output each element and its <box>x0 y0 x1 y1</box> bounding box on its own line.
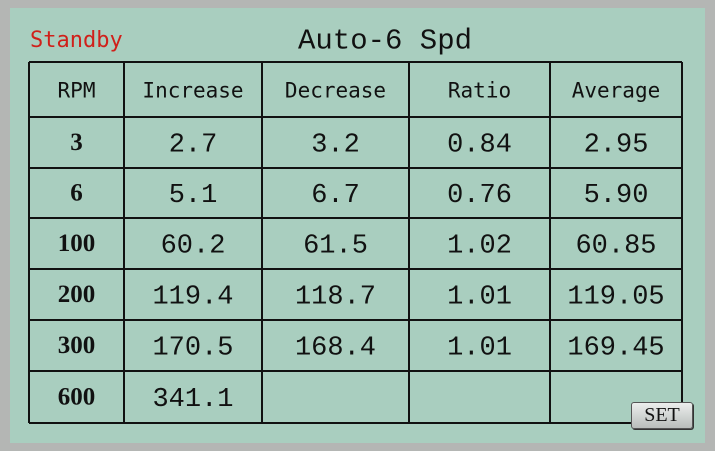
value-cell: 2.95 <box>584 131 649 161</box>
rpm-cell: 200 <box>58 281 96 308</box>
value-cell: 60.85 <box>575 232 656 262</box>
value-cell: 168.4 <box>295 334 376 364</box>
column-header: Ratio <box>448 79 511 103</box>
rpm-cell: 6 <box>70 180 83 207</box>
value-cell: 1.02 <box>447 232 512 262</box>
value-cell: 61.5 <box>303 232 368 262</box>
title: Auto-6 Spd <box>298 25 472 58</box>
rpm-cell: 3 <box>70 129 83 156</box>
value-cell: 60.2 <box>161 232 226 262</box>
value-cell: 341.1 <box>152 385 233 415</box>
value-cell: 5.1 <box>169 181 218 211</box>
rpm-cell: 100 <box>58 230 96 257</box>
rpm-cell: 300 <box>58 332 96 359</box>
value-cell: 3.2 <box>311 131 360 161</box>
value-cell: 170.5 <box>152 334 233 364</box>
value-cell: 5.90 <box>584 181 649 211</box>
value-cell: 2.7 <box>169 131 218 161</box>
value-cell: 1.01 <box>447 334 512 364</box>
value-cell: 118.7 <box>295 283 376 313</box>
rpm-cell: 600 <box>58 384 96 411</box>
column-header: RPM <box>58 79 96 103</box>
value-cell: 6.7 <box>311 181 360 211</box>
value-cell: 119.4 <box>152 283 233 313</box>
status: Standby <box>30 28 123 53</box>
value-cell: 1.01 <box>447 283 512 313</box>
column-header: Decrease <box>285 79 386 103</box>
value-cell: 0.84 <box>447 131 512 161</box>
column-header: Increase <box>142 79 243 103</box>
value-cell: 119.05 <box>567 283 664 313</box>
value-cell: 169.45 <box>567 334 664 364</box>
column-header: Average <box>572 79 661 103</box>
set-button[interactable]: SET <box>631 402 693 429</box>
value-cell: 0.76 <box>447 181 512 211</box>
